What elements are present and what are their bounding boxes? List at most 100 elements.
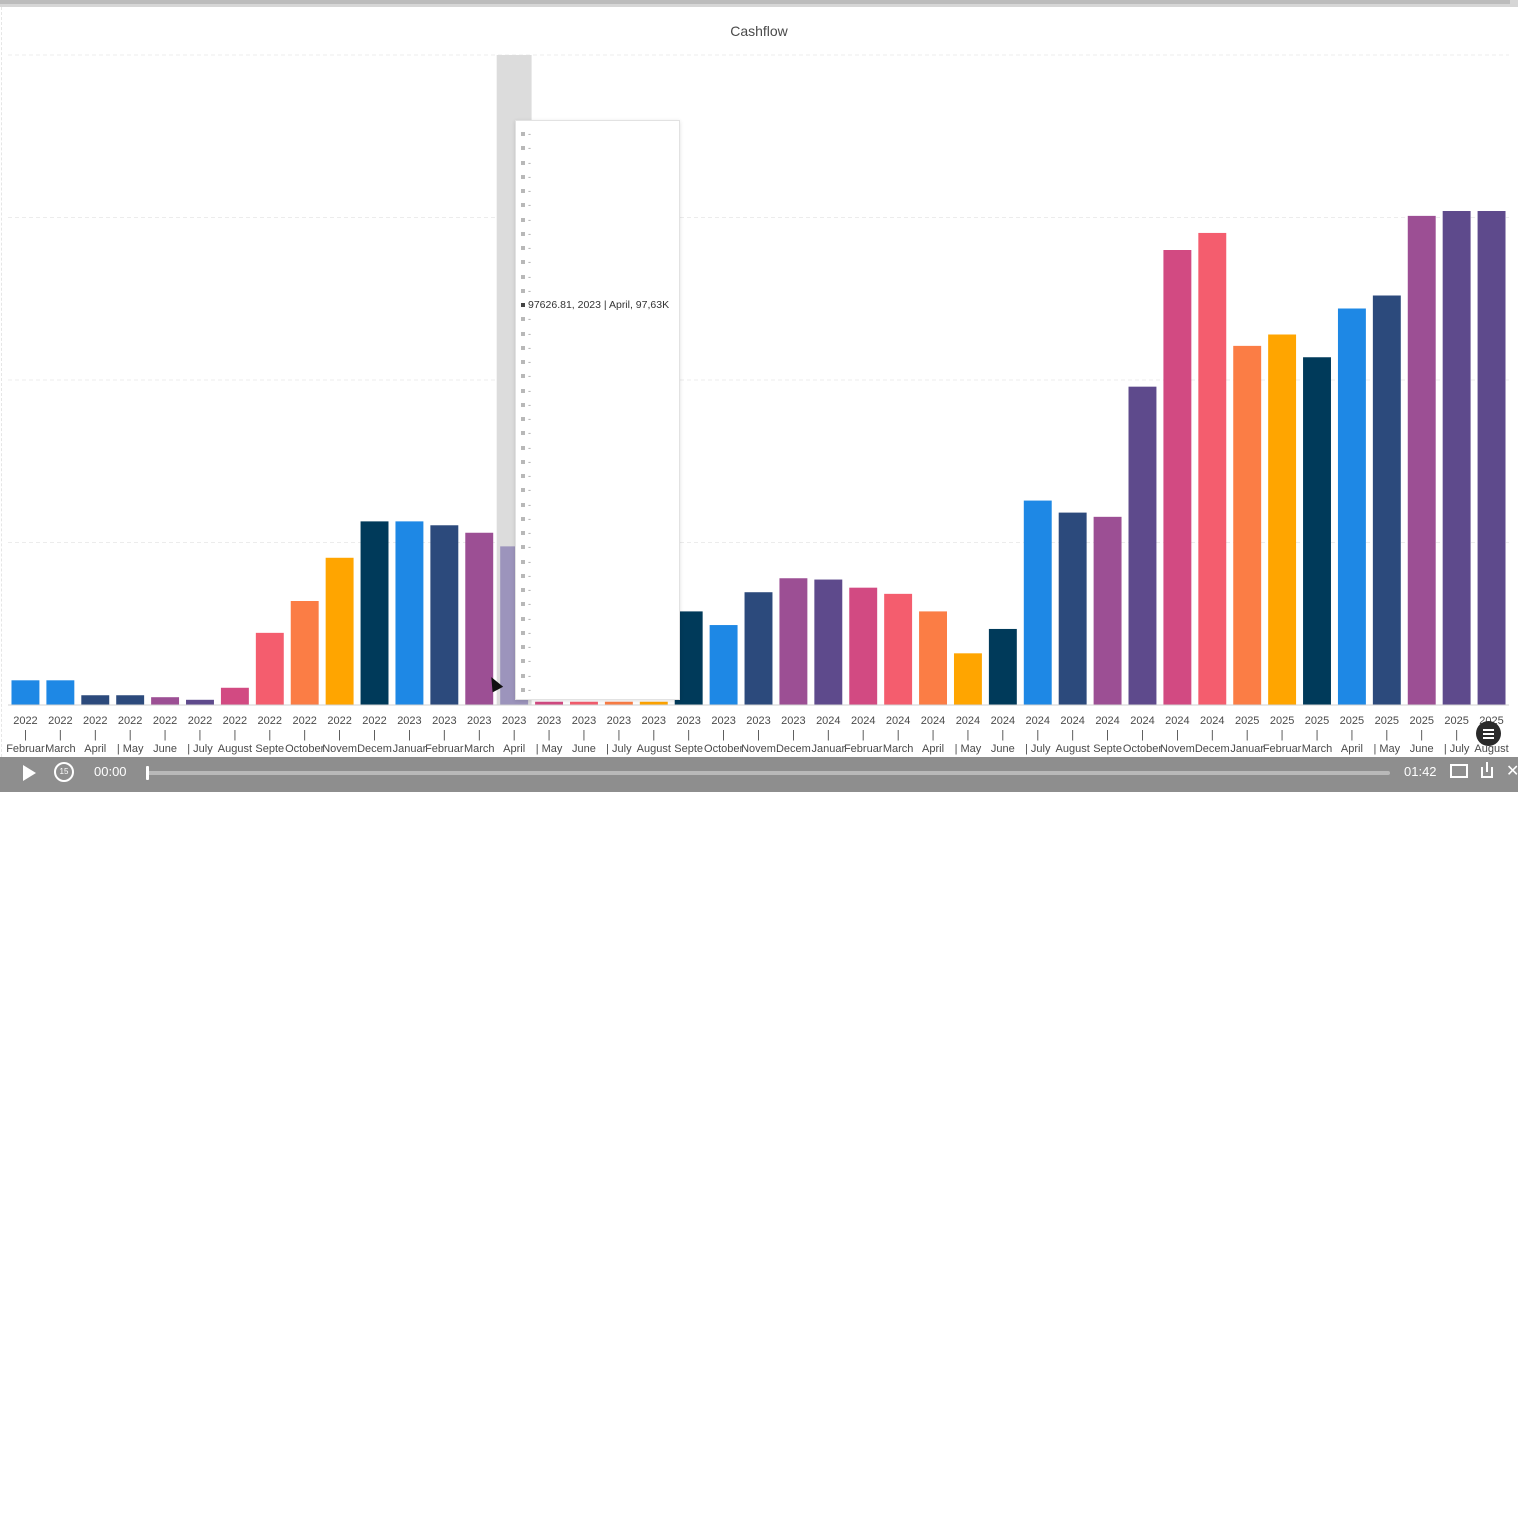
bar[interactable] — [1407, 215, 1436, 705]
tooltip-placeholder: - — [528, 342, 531, 353]
tooltip-marker-icon — [521, 645, 525, 650]
bar[interactable] — [814, 579, 843, 705]
bar[interactable] — [465, 532, 494, 705]
x-tick-month: | July — [187, 743, 213, 755]
tooltip-placeholder: - — [528, 471, 531, 482]
replay-15-button[interactable]: 15 — [54, 762, 74, 782]
airplay-icon[interactable] — [1450, 764, 1468, 778]
bar[interactable] — [919, 611, 947, 705]
x-tick-month: Februar — [425, 743, 464, 755]
bar[interactable] — [1023, 500, 1052, 705]
bar[interactable] — [395, 521, 424, 705]
x-tick-separator: | — [1176, 729, 1179, 741]
bar[interactable] — [1268, 334, 1297, 706]
tooltip-row: - — [521, 255, 531, 269]
x-tick-year: 2022 — [118, 715, 142, 727]
bar[interactable] — [1477, 211, 1506, 705]
x-tick-separator: | — [932, 729, 935, 741]
bar[interactable] — [186, 699, 214, 705]
x-tick-month: | May — [117, 743, 144, 755]
bar[interactable] — [779, 578, 808, 705]
tooltip-placeholder: - — [528, 200, 531, 211]
tooltip-marker-icon — [521, 231, 525, 236]
bar[interactable] — [709, 625, 738, 705]
tooltip-row: - — [521, 483, 531, 497]
bar[interactable] — [744, 592, 773, 705]
bar[interactable] — [1058, 512, 1087, 705]
x-tick-month: March — [1302, 743, 1333, 755]
tooltip-placeholder: - — [528, 599, 531, 610]
bar[interactable] — [290, 601, 319, 705]
bar[interactable] — [849, 587, 878, 705]
tooltip-placeholder: - — [528, 585, 531, 596]
tooltip-placeholder: - — [528, 684, 531, 695]
bar[interactable] — [884, 593, 913, 705]
bar[interactable] — [1442, 211, 1471, 705]
x-tick-separator: | — [722, 729, 725, 741]
tooltip-row: - — [521, 654, 531, 668]
caption-menu-icon[interactable] — [1476, 721, 1501, 746]
bar[interactable] — [151, 697, 180, 705]
bar[interactable] — [255, 632, 284, 705]
bar[interactable] — [570, 701, 598, 705]
x-tick-month: June — [991, 743, 1015, 755]
tooltip-placeholder: - — [528, 570, 531, 581]
x-tick-year: 2024 — [921, 715, 945, 727]
x-tick-month: October — [704, 743, 743, 755]
bar[interactable] — [1198, 232, 1227, 705]
bar[interactable] — [1163, 250, 1192, 705]
tooltip-row: - — [521, 683, 531, 697]
bar[interactable] — [325, 557, 354, 705]
x-tick-month: Januar — [811, 743, 845, 755]
x-tick-month: June — [1410, 743, 1434, 755]
bar[interactable] — [220, 687, 249, 705]
tooltip-marker-icon — [521, 459, 525, 464]
bar[interactable] — [639, 701, 668, 705]
bar[interactable] — [1372, 295, 1401, 706]
seek-bar[interactable] — [146, 766, 1390, 780]
tooltip-row: - — [521, 141, 531, 155]
bar[interactable] — [360, 521, 389, 705]
tooltip-row: - — [521, 384, 531, 398]
x-tick-year: 2023 — [537, 715, 561, 727]
bar[interactable] — [1303, 357, 1331, 705]
tooltip-marker-icon — [521, 431, 525, 436]
bar[interactable] — [11, 680, 40, 705]
tooltip-placeholder: - — [528, 627, 531, 638]
bar[interactable] — [953, 653, 982, 705]
tooltip-placeholder: - — [528, 257, 531, 268]
x-tick-month: August — [637, 743, 671, 755]
tooltip-row: - — [521, 170, 531, 184]
seek-thumb[interactable] — [146, 766, 149, 780]
x-tick-separator: | — [94, 729, 97, 741]
x-tick-month: June — [572, 743, 596, 755]
bar[interactable] — [1337, 308, 1366, 706]
tooltip-marker-icon — [521, 360, 525, 365]
x-tick-separator: | — [513, 729, 516, 741]
tooltip-placeholder: - — [528, 513, 531, 524]
bar[interactable] — [430, 525, 459, 705]
current-time: 00:00 — [94, 764, 127, 779]
bar[interactable] — [988, 628, 1017, 705]
x-tick-year: 2024 — [1095, 715, 1119, 727]
play-button[interactable] — [20, 763, 40, 783]
bar[interactable] — [46, 680, 75, 705]
tooltip-marker-icon — [521, 659, 525, 664]
tooltip-placeholder: - — [528, 357, 531, 368]
bar[interactable] — [535, 701, 564, 705]
share-icon[interactable] — [1481, 762, 1495, 778]
tooltip-row: - — [521, 341, 531, 355]
bar[interactable] — [81, 695, 110, 705]
close-icon[interactable]: ✕ — [1506, 763, 1518, 780]
x-tick-separator: | — [268, 729, 271, 741]
bar[interactable] — [1128, 386, 1157, 705]
x-tick-separator: | — [967, 729, 970, 741]
tooltip-placeholder: - — [528, 328, 531, 339]
bar[interactable] — [1093, 516, 1122, 705]
bar[interactable] — [1233, 345, 1262, 705]
tooltip-row: - — [521, 312, 531, 326]
x-tick-year: 2022 — [83, 715, 107, 727]
x-tick-separator: | — [1001, 729, 1004, 741]
bar[interactable] — [604, 701, 633, 705]
bar[interactable] — [116, 695, 145, 705]
